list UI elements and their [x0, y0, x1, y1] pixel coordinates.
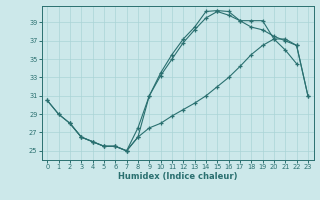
X-axis label: Humidex (Indice chaleur): Humidex (Indice chaleur): [118, 172, 237, 181]
